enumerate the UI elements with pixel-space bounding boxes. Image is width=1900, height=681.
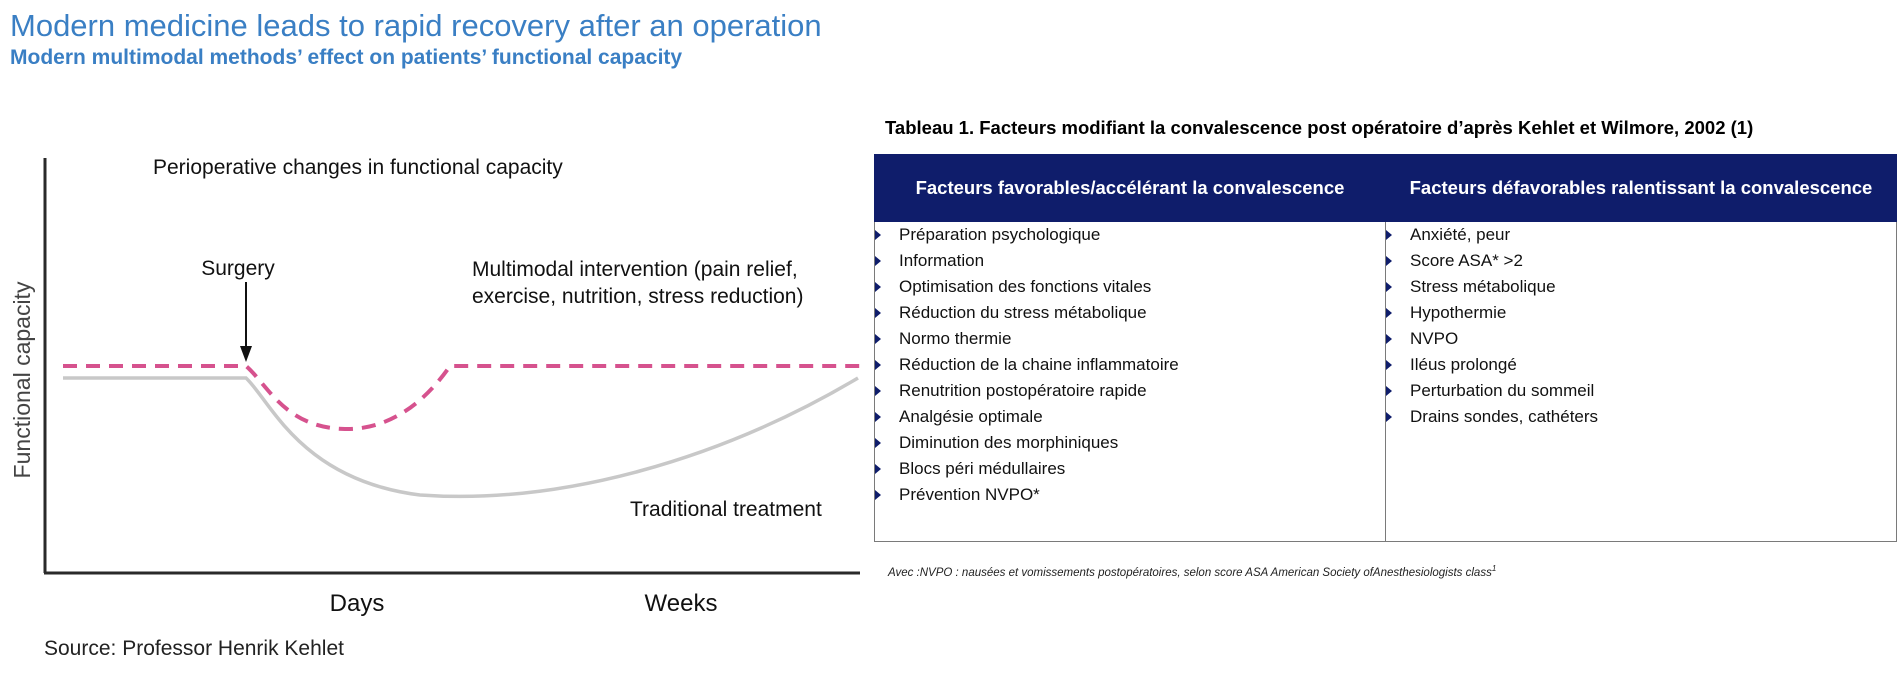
list-item: Information [875, 248, 1385, 274]
bullet-icon [875, 230, 881, 240]
bullet-icon [1386, 334, 1392, 344]
list-item: Diminution des morphiniques [875, 430, 1385, 456]
list-item: Score ASA* >2 [1386, 248, 1896, 274]
multimodal-label-line-2: exercise, nutrition, stress reduction) [472, 285, 803, 308]
table-footnote: Avec :NVPO : nausées et vomissements pos… [888, 564, 1496, 579]
convalescence-factors-table: Facteurs favorables/accélérant la conval… [874, 154, 1897, 542]
bullet-icon [1386, 386, 1392, 396]
bullet-icon [875, 334, 881, 344]
surgery-label: Surgery [201, 257, 275, 280]
list-item: Hypothermie [1386, 300, 1896, 326]
traditional-treatment-label: Traditional treatment [630, 498, 822, 521]
list-item: Réduction du stress métabolique [875, 300, 1385, 326]
bullet-icon [875, 412, 881, 422]
list-item-label: Préparation psychologique [899, 225, 1101, 244]
list-item-label: Stress métabolique [1410, 277, 1556, 296]
bullet-icon [875, 490, 881, 500]
bullet-icon [875, 438, 881, 448]
page-title: Modern medicine leads to rapid recovery … [10, 8, 822, 43]
list-item: Optimisation des fonctions vitales [875, 274, 1385, 300]
list-item: Perturbation du sommeil [1386, 378, 1896, 404]
list-item: Stress métabolique [1386, 274, 1896, 300]
bullet-icon [875, 360, 881, 370]
table-caption: Tableau 1. Facteurs modifiant la convale… [885, 117, 1754, 138]
bullet-icon [1386, 308, 1392, 318]
bullet-icon [1386, 412, 1392, 422]
favorable-factors-cell: Préparation psychologique Information Opti… [874, 221, 1386, 542]
list-item: Renutrition postopératoire rapide [875, 378, 1385, 404]
list-item-label: Réduction de la chaine inflammatoire [899, 355, 1179, 374]
bullet-icon [875, 282, 881, 292]
unfavorable-factors-cell: Anxiété, peur Score ASA* >2 Stress métabol… [1385, 221, 1897, 542]
multimodal-intervention-curve [63, 364, 860, 432]
bullet-icon [875, 256, 881, 266]
list-item-label: Normo thermie [899, 329, 1012, 348]
bullet-icon [875, 308, 881, 318]
list-item-label: Drains sondes, cathéters [1410, 407, 1599, 426]
list-item: Blocs péri médullaires [875, 456, 1385, 482]
list-item-label: Analgésie optimale [899, 407, 1043, 426]
list-item-label: NVPO [1410, 329, 1459, 348]
list-item-label: Renutrition postopératoire rapide [899, 381, 1147, 400]
footnote-reference: 1 [1491, 564, 1497, 573]
traditional-treatment-curve [63, 376, 859, 499]
list-item: Iléus prolongé [1386, 352, 1896, 378]
list-item: Drains sondes, cathéters [1386, 404, 1896, 430]
list-item: Anxiété, peur [1386, 222, 1896, 248]
bullet-icon [1386, 230, 1392, 240]
list-item-label: Blocs péri médullaires [899, 459, 1066, 478]
x-label-weeks: Weeks [645, 590, 718, 617]
footnote-text: Avec :NVPO : nausées et vomissements pos… [888, 566, 1492, 579]
favorable-factors-list: Préparation psychologique Information Opti… [875, 222, 1385, 508]
x-label-days: Days [330, 590, 385, 617]
list-item: Normo thermie [875, 326, 1385, 352]
column-header-unfavorable: Facteurs défavorables ralentissant la co… [1385, 154, 1897, 222]
list-item-label: Iléus prolongé [1410, 355, 1517, 374]
y-axis-label: Functional capacity [9, 281, 35, 478]
multimodal-label-line-1: Multimodal intervention (pain relief, [472, 258, 798, 281]
list-item-label: Optimisation des fonctions vitales [899, 277, 1152, 296]
list-item-label: Score ASA* >2 [1410, 251, 1523, 270]
bullet-icon [1386, 282, 1392, 292]
list-item-label: Information [899, 251, 985, 270]
list-item-label: Prévention NVPO* [899, 485, 1040, 504]
list-item: Prévention NVPO* [875, 482, 1385, 508]
functional-capacity-diagram: Perioperative changes in functional capa… [9, 156, 860, 617]
list-item-label: Réduction du stress métabolique [899, 303, 1147, 322]
page-subtitle: Modern multimodal methods’ effect on pat… [10, 46, 683, 69]
list-item-label: Anxiété, peur [1410, 225, 1511, 244]
bullet-icon [875, 464, 881, 474]
list-item-label: Perturbation du sommeil [1410, 381, 1595, 400]
list-item: Réduction de la chaine inflammatoire [875, 352, 1385, 378]
list-item: NVPO [1386, 326, 1896, 352]
surgery-arrowhead [240, 346, 252, 362]
list-item: Analgésie optimale [875, 404, 1385, 430]
bullet-icon [1386, 256, 1392, 266]
list-item: Préparation psychologique [875, 222, 1385, 248]
column-header-favorable: Facteurs favorables/accélérant la conval… [874, 154, 1386, 222]
bullet-icon [875, 386, 881, 396]
unfavorable-factors-list: Anxiété, peur Score ASA* >2 Stress métabol… [1386, 222, 1896, 430]
list-item-label: Diminution des morphiniques [899, 433, 1119, 452]
source-note: Source: Professor Henrik Kehlet [44, 637, 344, 660]
diagram-heading: Perioperative changes in functional capa… [153, 156, 563, 179]
bullet-icon [1386, 360, 1392, 370]
list-item-label: Hypothermie [1410, 303, 1507, 322]
